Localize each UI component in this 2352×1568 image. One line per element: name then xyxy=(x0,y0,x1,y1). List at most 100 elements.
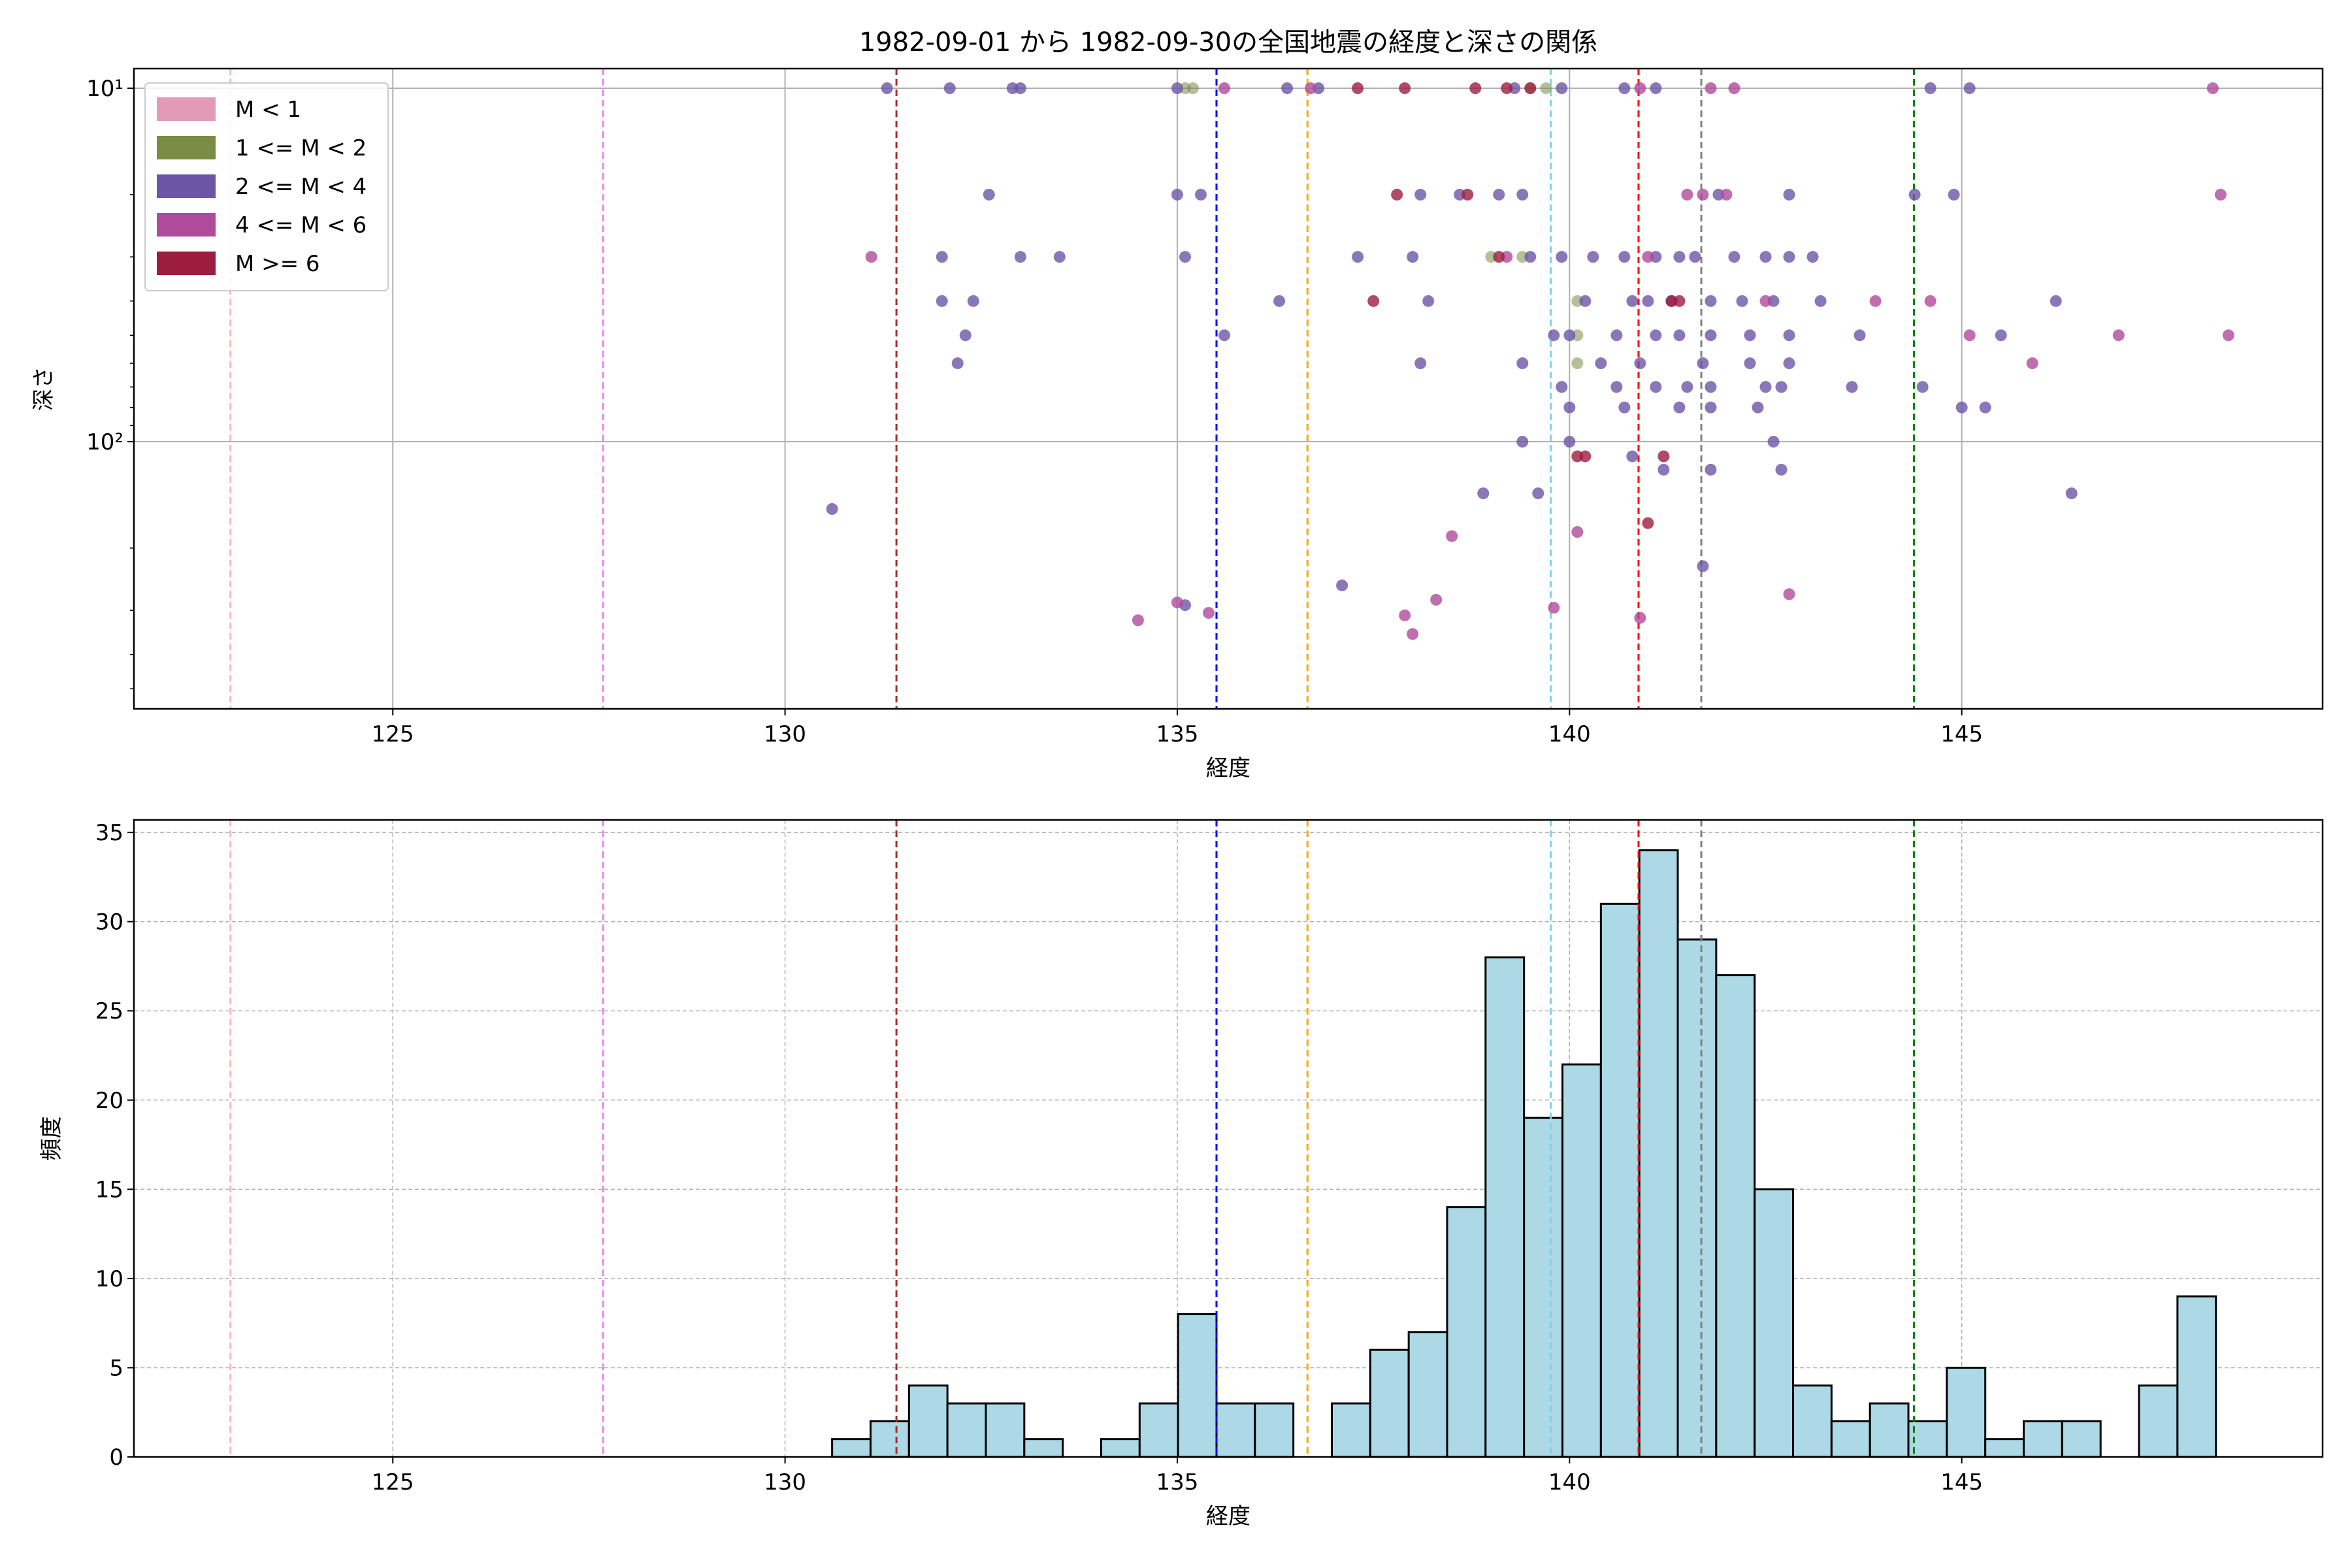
histogram-bar xyxy=(1792,1384,1833,1458)
histogram-bar xyxy=(1715,974,1756,1458)
scatter-point xyxy=(1705,463,1717,476)
legend-label: M < 1 xyxy=(235,97,301,123)
histogram-bar xyxy=(1523,1117,1564,1458)
scatter-y-tick-label: 10¹ xyxy=(86,76,123,102)
histogram-bar xyxy=(1984,1438,2025,1458)
legend-swatch xyxy=(157,174,216,198)
scatter-point xyxy=(1524,82,1537,95)
scatter-point xyxy=(1587,251,1599,263)
histogram-x-tick-label: 130 xyxy=(764,1469,806,1495)
histogram-bar xyxy=(831,1438,872,1458)
scatter-point xyxy=(1814,295,1827,307)
scatter-point xyxy=(1407,628,1419,640)
scatter-point xyxy=(1556,381,1568,393)
scatter-point xyxy=(1846,381,1858,393)
histogram-bar xyxy=(1638,849,1679,1458)
scatter-point xyxy=(1171,596,1183,609)
histogram-bar xyxy=(1754,1188,1795,1458)
scatter-point xyxy=(1759,381,1772,393)
scatter-point xyxy=(1916,381,1929,393)
histogram-bar xyxy=(1177,1313,1218,1458)
histogram-x-tick-label: 140 xyxy=(1548,1469,1591,1495)
scatter-point xyxy=(1171,188,1183,201)
scatter-point xyxy=(1869,295,1882,307)
histogram-bar xyxy=(1138,1402,1179,1458)
scatter-point xyxy=(1697,357,1709,370)
scatter-point xyxy=(1367,295,1380,307)
scatter-point xyxy=(1407,251,1419,263)
scatter-point xyxy=(1524,251,1537,263)
scatter-point xyxy=(1556,251,1568,263)
scatter-point xyxy=(1634,82,1646,95)
scatter-point xyxy=(1352,251,1364,263)
legend: M < 1 1 <= M < 2 2 <= M < 4 4 <= M < 6 M >= … xyxy=(144,82,389,291)
scatter-point xyxy=(1806,251,1819,263)
scatter-point xyxy=(1783,329,1795,342)
scatter-point xyxy=(1446,530,1458,542)
histogram-bar xyxy=(1100,1438,1141,1458)
scatter-x-tick-label: 140 xyxy=(1548,721,1591,747)
histogram-bar xyxy=(1676,938,1718,1458)
scatter-point xyxy=(1783,588,1795,600)
histogram-bar xyxy=(946,1402,987,1458)
scatter-point xyxy=(1281,82,1294,95)
histogram-bar xyxy=(1023,1438,1064,1458)
scatter-point xyxy=(1391,188,1403,201)
scatter-point xyxy=(1610,329,1623,342)
histogram-x-tick-label: 135 xyxy=(1156,1469,1199,1495)
scatter-point xyxy=(2222,329,2234,342)
scatter-point xyxy=(1775,381,1788,393)
scatter-point xyxy=(1759,251,1772,263)
scatter-point xyxy=(1462,188,1474,201)
scatter-point xyxy=(1979,401,1991,414)
scatter-point xyxy=(1658,463,1670,476)
scatter-axes-frame xyxy=(133,67,2324,710)
histogram-bar xyxy=(2138,1384,2179,1458)
scatter-point xyxy=(1186,82,1199,95)
scatter-point xyxy=(1273,295,1286,307)
scatter-point xyxy=(1501,82,1513,95)
scatter-point xyxy=(1650,381,1662,393)
histogram-bar xyxy=(1484,956,1526,1458)
scatter-point xyxy=(1697,188,1709,201)
histogram-y-tick-label: 20 xyxy=(95,1088,123,1114)
scatter-point xyxy=(1650,329,1662,342)
histogram-y-tick-label: 30 xyxy=(95,909,123,936)
histogram-bar xyxy=(1330,1402,1371,1458)
histogram-y-tick-label: 5 xyxy=(109,1355,123,1381)
scatter-point xyxy=(1744,357,1756,370)
scatter-point xyxy=(1399,82,1411,95)
scatter-point xyxy=(865,251,877,263)
scatter-point xyxy=(1963,329,1976,342)
legend-label: 4 <= M < 6 xyxy=(235,212,367,238)
histogram-bar xyxy=(1369,1348,1410,1458)
scatter-ticks: 125 130 135 140 145 10¹ 10² xyxy=(86,76,1983,747)
scatter-point xyxy=(1132,614,1144,627)
chart-title: 1982-09-01 から 1982-09-30の全国地震の経度と深さの関係 xyxy=(859,27,1597,57)
scatter-point xyxy=(1171,82,1183,95)
scatter-point xyxy=(1783,188,1795,201)
scatter-point xyxy=(1014,82,1026,95)
scatter-point xyxy=(1697,560,1709,572)
scatter-point xyxy=(1399,609,1411,621)
legend-label: 1 <= M < 2 xyxy=(235,135,367,161)
scatter-point xyxy=(1728,82,1740,95)
histogram-bar xyxy=(1830,1420,1871,1458)
histogram-bar xyxy=(1215,1402,1256,1458)
scatter-point xyxy=(1948,188,1960,201)
scatter-point xyxy=(1924,82,1936,95)
scatter-point xyxy=(1414,357,1427,370)
scatter-point xyxy=(1194,188,1207,201)
scatter-point xyxy=(1767,436,1780,448)
scatter-point xyxy=(826,503,838,515)
scatter-point xyxy=(1744,329,1756,342)
histogram-y-tick-label: 10 xyxy=(95,1266,123,1292)
histogram-bar xyxy=(985,1402,1026,1458)
scatter-point xyxy=(1995,329,2007,342)
scatter-point xyxy=(1642,295,1654,307)
scatter-point xyxy=(1540,82,1552,95)
legend-label: M >= 6 xyxy=(235,251,320,277)
scatter-y-tick-label: 10² xyxy=(86,429,123,455)
scatter-point xyxy=(1642,251,1654,263)
scatter-point xyxy=(1908,188,1921,201)
